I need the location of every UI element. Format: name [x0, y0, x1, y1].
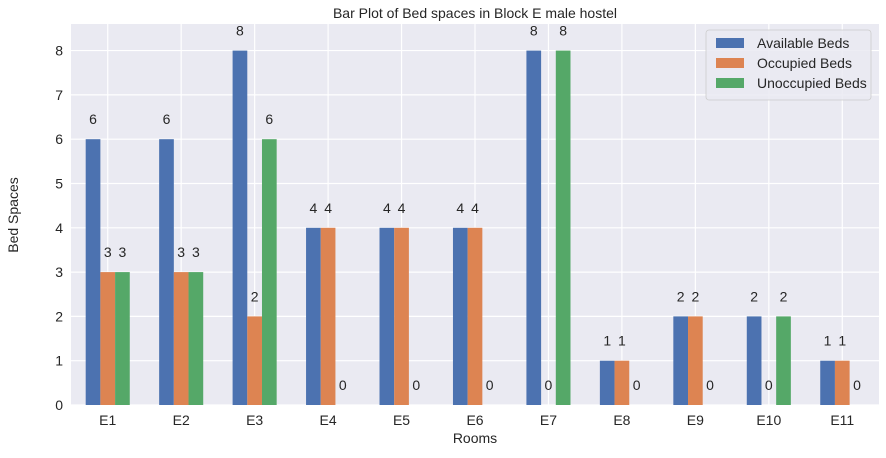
- x-tick-label: E10: [756, 412, 781, 428]
- data-label: 0: [706, 377, 714, 393]
- x-tick-label: E2: [173, 412, 190, 428]
- data-label: 2: [677, 288, 685, 304]
- data-label: 0: [412, 377, 420, 393]
- data-label: 2: [691, 288, 699, 304]
- y-tick-labels: 0 1 2 3 4 5 6 7 8: [55, 43, 63, 413]
- x-tick-labels: E1 E2 E3 E4 E5 E6 E7 E8 E9 E10 E11: [99, 412, 854, 428]
- bar: [394, 227, 409, 405]
- data-label: 8: [559, 23, 567, 39]
- y-tick-label: 2: [55, 308, 63, 324]
- bar: [261, 139, 277, 406]
- y-tick-label: 4: [55, 220, 63, 236]
- bar: [599, 360, 615, 405]
- chart-title: Bar Plot of Bed spaces in Block E male h…: [333, 5, 617, 21]
- bar: [776, 316, 791, 405]
- data-label: 0: [486, 377, 494, 393]
- bar: [173, 272, 189, 405]
- legend-swatch: [716, 58, 744, 68]
- y-axis-label: Bed Spaces: [5, 177, 21, 253]
- x-tick-label: E7: [540, 412, 557, 428]
- y-tick-label: 7: [55, 87, 63, 103]
- x-tick-label: E4: [320, 412, 337, 428]
- data-label: 4: [471, 200, 479, 216]
- bar: [85, 139, 101, 406]
- bar: [100, 272, 116, 405]
- data-label: 0: [765, 377, 773, 393]
- x-tick-label: E6: [466, 412, 483, 428]
- x-tick-label: E8: [613, 412, 630, 428]
- data-label: 6: [89, 111, 97, 127]
- legend-label: Occupied Beds: [757, 55, 852, 71]
- bar: [834, 360, 850, 405]
- bar: [673, 316, 689, 405]
- bar: [232, 50, 248, 406]
- legend-label: Available Beds: [757, 35, 849, 51]
- x-tick-label: E1: [99, 412, 116, 428]
- data-label: 0: [633, 377, 641, 393]
- data-label: 0: [545, 377, 553, 393]
- legend-swatch: [716, 38, 744, 48]
- data-label: 2: [750, 288, 758, 304]
- bar: [452, 227, 468, 405]
- data-label: 6: [163, 111, 171, 127]
- legend-box: [705, 29, 872, 101]
- data-label: 1: [603, 333, 611, 349]
- data-label: 4: [324, 200, 332, 216]
- data-label: 1: [618, 333, 626, 349]
- bar: [306, 227, 321, 405]
- bar: [115, 272, 130, 405]
- data-label: 1: [838, 333, 846, 349]
- bar: [526, 50, 542, 406]
- data-label: 0: [853, 377, 861, 393]
- y-tick-label: 3: [55, 264, 63, 280]
- bar: [320, 227, 336, 405]
- data-label: 4: [383, 200, 391, 216]
- data-label: 3: [104, 244, 112, 260]
- data-label: 8: [236, 23, 244, 39]
- data-label: 1: [824, 333, 832, 349]
- x-tick-label: E3: [246, 412, 263, 428]
- data-label: 3: [192, 244, 200, 260]
- legend-label: Unoccupied Beds: [757, 75, 867, 91]
- data-label: 3: [177, 244, 185, 260]
- bar: [555, 50, 571, 406]
- x-tick-label: E5: [393, 412, 410, 428]
- legend: Available Beds Occupied Beds Unoccupied Be…: [705, 29, 872, 101]
- data-label: 2: [780, 288, 788, 304]
- bar: [467, 227, 483, 405]
- y-tick-label: 6: [55, 131, 63, 147]
- data-label: 4: [456, 200, 464, 216]
- legend-swatch: [716, 78, 744, 88]
- data-label: 0: [339, 377, 347, 393]
- data-label: 8: [530, 23, 538, 39]
- bar: [746, 316, 762, 405]
- data-label: 3: [119, 244, 127, 260]
- bar: [188, 272, 204, 405]
- bar: [159, 139, 174, 406]
- x-tick-label: E11: [830, 412, 854, 428]
- y-tick-label: 1: [55, 353, 63, 369]
- data-label: 6: [265, 111, 273, 127]
- bar: [247, 316, 262, 405]
- bar: [688, 316, 703, 405]
- data-label: 4: [398, 200, 406, 216]
- bar: [820, 360, 835, 405]
- data-label: 4: [310, 200, 318, 216]
- data-label: 2: [251, 288, 259, 304]
- y-tick-label: 5: [55, 175, 63, 191]
- bar: [614, 360, 630, 405]
- x-axis-label: Rooms: [453, 430, 497, 446]
- x-tick-label: E9: [687, 412, 704, 428]
- y-tick-label: 8: [55, 43, 63, 59]
- bars: [85, 50, 850, 406]
- bar: [379, 227, 395, 405]
- y-tick-label: 0: [55, 397, 63, 413]
